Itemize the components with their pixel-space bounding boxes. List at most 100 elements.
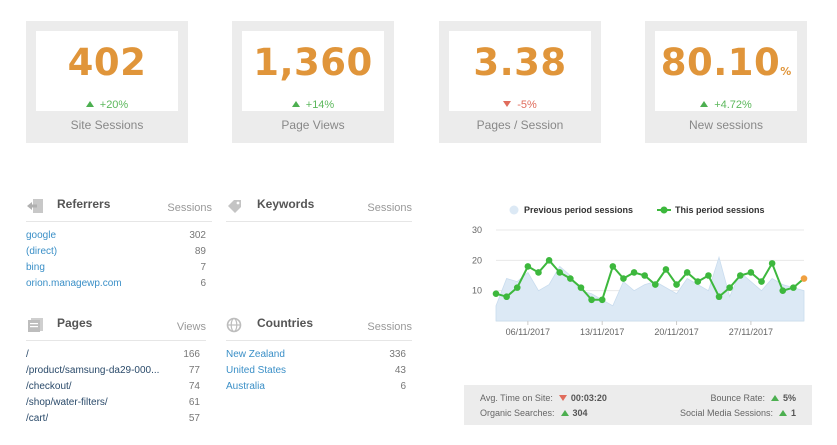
list-item[interactable]: /product/samsung-da29-000... 77 <box>26 365 206 381</box>
list-item[interactable]: /shop/water-filters/61 <box>26 397 206 413</box>
data-point <box>567 275 574 282</box>
stat-label: Site Sessions <box>70 118 144 132</box>
panel-header: Pages Views <box>26 315 206 341</box>
row-value: 89 <box>194 246 206 257</box>
data-point <box>652 281 659 288</box>
page-icon <box>28 318 43 332</box>
row-value: 43 <box>394 365 406 376</box>
stat-change: +20% <box>36 98 178 112</box>
stat-label: New sessions <box>688 118 764 132</box>
stat-value: 80.10% <box>660 41 792 84</box>
row-value: 57 <box>188 413 200 424</box>
metric-value: 304 <box>572 408 588 418</box>
legend-label-previous: Previous period sessions <box>524 205 633 215</box>
arrow-up-icon <box>560 410 569 416</box>
data-point <box>726 284 733 291</box>
list-item[interactable]: /cart/57 <box>26 413 206 429</box>
country-link[interactable]: Australia <box>226 381 265 392</box>
page-link[interactable]: /checkout/ <box>26 381 72 392</box>
data-point <box>715 293 723 301</box>
x-tick-label: 13/11/2017 <box>580 327 624 337</box>
metric-label: Organic Searches: <box>480 408 555 418</box>
panel-column-label: Sessions <box>367 321 412 333</box>
stat-card-inner: 3.38 -5% <box>449 31 591 111</box>
data-point <box>588 296 595 304</box>
referrer-link[interactable]: bing <box>26 262 45 273</box>
data-point <box>768 260 776 267</box>
data-point <box>598 296 606 304</box>
arrow-up-icon <box>700 101 709 107</box>
data-point <box>800 275 808 282</box>
list-item[interactable]: bing 7 <box>26 262 212 278</box>
arrow-up-icon <box>291 101 300 107</box>
list-item[interactable]: (direct) 89 <box>26 246 212 262</box>
countries-panel: Countries Sessions New Zealand 336 United… <box>226 315 412 397</box>
data-point <box>683 269 691 276</box>
row-value: 77 <box>188 365 200 376</box>
arrow-up-icon <box>770 395 779 401</box>
metric-label: Avg. Time on Site: <box>480 393 553 403</box>
arrow-up-icon <box>85 101 94 107</box>
data-point <box>630 269 638 276</box>
data-point <box>662 266 670 273</box>
y-tick-label: 20 <box>472 255 482 265</box>
y-tick-label: 30 <box>472 225 482 235</box>
row-value: 336 <box>389 349 406 360</box>
list-item[interactable]: orion.managewp.com 6 <box>26 278 212 294</box>
legend-label-current: This period sessions <box>675 205 765 215</box>
metric-avg-time: Avg. Time on Site: 00:03:20 <box>480 393 607 403</box>
stat-card-site-sessions: 402 +20% Site Sessions <box>26 21 188 143</box>
metrics-bar: Avg. Time on Site: 00:03:20 Organic Searc… <box>464 385 812 425</box>
list-item[interactable]: / 166 <box>26 349 206 365</box>
panel-header: Referrers Sessions <box>26 196 212 222</box>
list-item[interactable]: google 302 <box>26 230 212 246</box>
referrer-link[interactable]: google <box>26 230 57 241</box>
arrow-down-icon <box>503 101 512 107</box>
data-point <box>641 272 648 279</box>
data-point <box>779 287 787 294</box>
panel-column-label: Sessions <box>167 202 212 214</box>
referrers-panel: Referrers Sessions google 302 (direct) 89 … <box>26 196 212 294</box>
stat-card-page-views: 1,360 +14% Page Views <box>232 21 394 143</box>
referrer-icon <box>27 199 43 213</box>
list-item[interactable]: New Zealand 336 <box>226 349 412 365</box>
metric-value: 00:03:20 <box>570 393 607 403</box>
legend-marker-previous <box>509 205 519 215</box>
stat-change: +4.72% <box>655 98 797 112</box>
sessions-line-chart: Previous period sessions This period sess… <box>472 205 808 337</box>
data-point <box>736 272 744 279</box>
x-tick-label: 27/11/2017 <box>729 327 773 337</box>
data-point <box>790 284 797 291</box>
referrer-link[interactable]: (direct) <box>26 246 58 257</box>
panel-title: Keywords <box>257 197 315 211</box>
country-link[interactable]: New Zealand <box>226 349 285 360</box>
list-item[interactable]: Australia 6 <box>226 381 412 397</box>
row-value: 7 <box>200 262 206 273</box>
metric-social-sessions: Social Media Sessions: 1 <box>680 408 796 418</box>
metric-value: 5% <box>782 393 796 403</box>
y-tick-label: 10 <box>472 286 482 296</box>
x-tick-label: 06/11/2017 <box>506 327 550 337</box>
metric-value: 1 <box>790 408 796 418</box>
page-link[interactable]: /cart/ <box>26 413 49 424</box>
stat-label: Page Views <box>281 118 345 132</box>
data-point <box>609 263 617 270</box>
metric-bounce-rate: Bounce Rate: 5% <box>710 393 796 403</box>
row-value: 166 <box>183 349 200 360</box>
data-point <box>705 272 712 279</box>
page-link[interactable]: / <box>26 349 29 360</box>
data-point <box>747 269 755 276</box>
list-item[interactable]: United States 43 <box>226 365 412 381</box>
panel-column-label: Views <box>176 321 206 333</box>
data-point <box>556 269 564 276</box>
stat-value: 402 <box>67 41 147 84</box>
country-link[interactable]: United States <box>226 365 287 376</box>
referrer-link[interactable]: orion.managewp.com <box>26 278 122 289</box>
data-point <box>758 278 765 285</box>
row-value: 6 <box>200 278 206 289</box>
data-point <box>513 284 521 291</box>
page-link[interactable]: /product/samsung-da29-000... <box>26 365 160 376</box>
page-link[interactable]: /shop/water-filters/ <box>26 397 108 408</box>
row-value: 6 <box>400 381 406 392</box>
list-item[interactable]: /checkout/74 <box>26 381 206 397</box>
